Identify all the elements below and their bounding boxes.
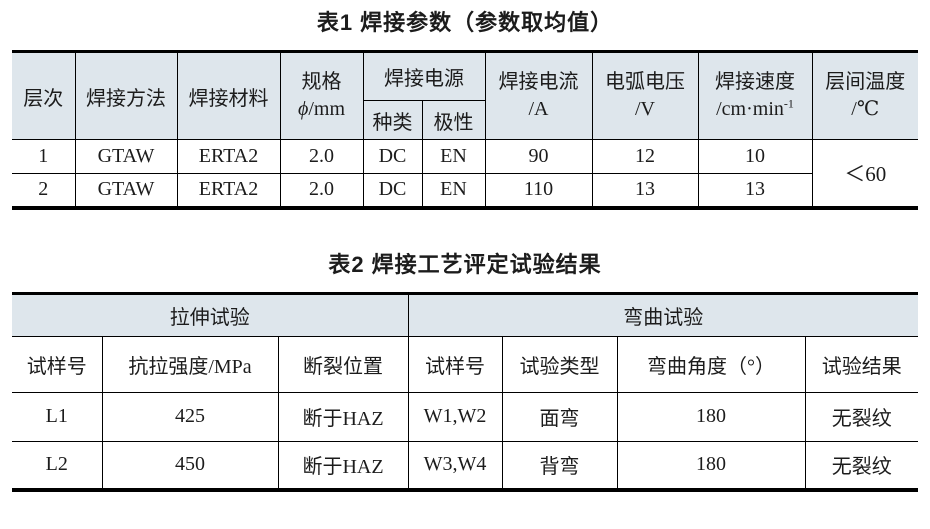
- cell-bend-angle: 180: [616, 391, 806, 442]
- col-header-power-group: 焊接电源: [362, 51, 486, 101]
- table2-sub-header-row: 试样号 抗拉强度/MPa 断裂位置 试样号 试验类型 弯曲角度（°） 试验结果: [12, 335, 919, 393]
- cell-speed: 13: [697, 173, 812, 208]
- cell-fracture-location: 断于HAZ: [277, 440, 409, 491]
- col-header-power-polarity: 极性: [421, 100, 485, 140]
- table2-row-2: L2 450 断于HAZ W3,W4 背弯 180 无裂纹: [12, 440, 919, 491]
- cell-current: 90: [484, 139, 593, 174]
- page: 表1 焊接参数（参数取均值） 层次 焊接方法 焊接材料 规格 ϕ/mm 焊接电源…: [12, 10, 919, 492]
- col-header-tensile-sample: 试样号: [12, 335, 103, 393]
- phi-symbol: ϕ: [297, 98, 309, 120]
- cell-interpass-temp: ＜60: [811, 139, 918, 208]
- col-header-test-result: 试验结果: [804, 335, 919, 393]
- cell-method: GTAW: [74, 139, 178, 174]
- col-header-material: 焊接材料: [176, 51, 281, 140]
- cell-test-type: 背弯: [501, 440, 618, 491]
- spec-unit-line: ϕ/mm: [283, 96, 361, 123]
- table1-header-row-1: 层次 焊接方法 焊接材料 规格 ϕ/mm 焊接电源 焊接电流 /A 电弧电压 /…: [12, 51, 918, 140]
- cell-speed: 10: [697, 139, 813, 174]
- cell-spec: 2.0: [279, 173, 364, 208]
- table2-qualification-results: 拉伸试验 弯曲试验 试样号 抗拉强度/MPa 断裂位置 试样号 试验类型 弯曲角…: [12, 291, 919, 492]
- cell-power-polarity: EN: [421, 139, 486, 174]
- speed-unit-line: /cm·min-1: [701, 96, 810, 123]
- cell-voltage: 12: [591, 139, 699, 174]
- table1-title: 表1 焊接参数（参数取均值）: [316, 10, 614, 35]
- cell-bend-sample: W3,W4: [407, 440, 503, 491]
- cell-current: 110: [484, 173, 593, 208]
- cell-voltage: 13: [591, 173, 699, 208]
- cell-bend-angle: 180: [616, 440, 806, 491]
- col-header-bend-angle: 弯曲角度（°）: [616, 335, 806, 393]
- col-header-fracture-location: 断裂位置: [277, 335, 409, 393]
- cell-bend-sample: W1,W2: [407, 391, 503, 442]
- group-header-bend-test: 弯曲试验: [407, 292, 919, 337]
- col-header-method: 焊接方法: [74, 51, 178, 140]
- cell-tensile-sample: L1: [12, 391, 103, 442]
- col-header-test-type: 试验类型: [501, 335, 618, 393]
- cell-tensile-strength: 450: [101, 440, 279, 491]
- cell-tensile-sample: L2: [12, 440, 103, 491]
- group-header-tensile-test: 拉伸试验: [12, 292, 409, 337]
- col-header-interpass-temp: 层间温度 /℃: [811, 51, 918, 140]
- cell-method: GTAW: [74, 173, 178, 208]
- cell-layer: 2: [12, 173, 76, 208]
- spec-unit: /mm: [308, 98, 346, 120]
- col-header-power-type: 种类: [363, 100, 423, 140]
- table2-row-1: L1 425 断于HAZ W1,W2 面弯 180 无裂纹: [12, 391, 919, 442]
- cell-test-type: 面弯: [501, 391, 618, 442]
- table1-welding-parameters: 层次 焊接方法 焊接材料 规格 ϕ/mm 焊接电源 焊接电流 /A 电弧电压 /…: [12, 50, 918, 210]
- table1-header-row-2: 种类 极性: [12, 100, 918, 140]
- cell-power-type: DC: [362, 139, 423, 174]
- col-header-voltage: 电弧电压 /V: [591, 51, 699, 140]
- cell-power-polarity: EN: [421, 173, 486, 208]
- cell-power-type: DC: [362, 173, 423, 208]
- col-header-speed: 焊接速度 /cm·min-1: [697, 51, 813, 140]
- table1-row-2: 2 GTAW ERTA2 2.0 DC EN 110 13 13: [12, 173, 918, 208]
- col-header-spec: 规格 ϕ/mm: [279, 51, 364, 140]
- cell-test-result: 无裂纹: [804, 391, 919, 442]
- table2-group-header-row: 拉伸试验 弯曲试验: [12, 292, 919, 337]
- spec-name: 规格: [301, 71, 342, 93]
- cell-layer: 1: [12, 139, 76, 174]
- cell-spec: 2.0: [279, 139, 364, 174]
- cell-tensile-strength: 425: [101, 391, 279, 442]
- col-header-bend-sample: 试样号: [407, 335, 503, 393]
- cell-material: ERTA2: [176, 173, 281, 208]
- cell-test-result: 无裂纹: [804, 440, 919, 491]
- speed-name: 焊接速度: [715, 71, 795, 93]
- cell-material: ERTA2: [176, 139, 281, 174]
- table2-title: 表2 焊接工艺评定试验结果: [328, 251, 602, 277]
- speed-exponent: -1: [783, 96, 794, 111]
- speed-unit: /cm·min: [716, 98, 784, 120]
- col-header-current: 焊接电流 /A: [484, 51, 593, 140]
- col-header-layer: 层次: [12, 51, 76, 140]
- table1-row-1: 1 GTAW ERTA2 2.0 DC EN 90 12 10 ＜60: [12, 139, 918, 208]
- cell-fracture-location: 断于HAZ: [277, 391, 409, 442]
- col-header-tensile-strength: 抗拉强度/MPa: [101, 335, 279, 393]
